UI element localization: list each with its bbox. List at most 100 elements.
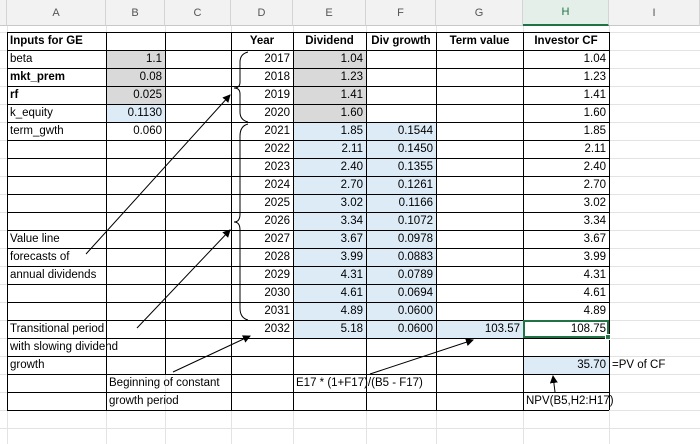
cell-investor-cf[interactable]: 4.61	[583, 287, 606, 299]
column-header-c[interactable]: C	[165, 0, 231, 26]
cell-year[interactable]: 2019	[264, 89, 290, 101]
cell-year[interactable]: 2031	[264, 305, 290, 317]
cell-dividend[interactable]: 3.99	[340, 251, 363, 263]
arrow-beginning-to-2032	[172, 335, 251, 373]
cell-investor-cf[interactable]: 2.70	[583, 179, 606, 191]
select-all-corner[interactable]	[0, 0, 7, 26]
cell-investor-cf[interactable]: 2.40	[583, 161, 606, 173]
term-value-formula: E17 * (1+F17)/(B5 - F17)	[296, 377, 423, 389]
cell-dividend[interactable]: 2.70	[340, 179, 363, 191]
cell-year[interactable]: 2024	[264, 179, 290, 191]
cell-dividend[interactable]: 3.67	[340, 233, 363, 245]
cell-investor-cf[interactable]: 1.85	[583, 125, 606, 137]
cell-dividend[interactable]: 1.23	[340, 71, 363, 83]
arrow-formula-to-term	[369, 338, 474, 375]
cell-div-growth[interactable]: 0.1261	[397, 179, 433, 191]
input-label-k-equity: k_equity	[10, 107, 53, 119]
cell-div-growth[interactable]: 0.0883	[397, 251, 433, 263]
note-beginning-1: Beginning of constant	[109, 377, 220, 389]
cell-div-growth[interactable]: 0.1355	[397, 161, 433, 173]
cell-dividend[interactable]: 3.02	[340, 197, 363, 209]
npv-formula: NPV(B5,H2:H17)	[526, 395, 614, 407]
cell-investor-cf[interactable]: 3.99	[583, 251, 606, 263]
note-value-line-3: annual dividends	[10, 269, 97, 281]
cell-year[interactable]: 2017	[264, 53, 290, 65]
selected-cell-outline[interactable]	[523, 320, 609, 338]
input-label-beta: beta	[10, 53, 33, 65]
column-header-i[interactable]: I	[609, 0, 700, 26]
cell-div-growth[interactable]: 0.1450	[397, 143, 433, 155]
input-value-term-gwth[interactable]: 0.060	[133, 125, 162, 137]
cell-year[interactable]: 2022	[264, 143, 290, 155]
arrow-npv-formula-to-value	[549, 375, 558, 393]
cell-investor-cf[interactable]: 3.02	[583, 197, 606, 209]
inputs-heading: Inputs for GE	[10, 35, 83, 47]
header-year: Year	[249, 35, 275, 47]
cell-investor-cf[interactable]: 4.31	[583, 269, 606, 281]
cell-div-growth[interactable]: 0.0694	[397, 287, 433, 299]
cell-year[interactable]: 2025	[264, 197, 290, 209]
cell-year[interactable]: 2023	[264, 161, 290, 173]
cell-term-value[interactable]: 103.57	[484, 323, 520, 335]
cell-div-growth[interactable]: 0.1544	[397, 125, 433, 137]
cell-dividend[interactable]: 2.11	[341, 143, 363, 155]
cell-year[interactable]: 2021	[264, 125, 290, 137]
cell-dividend[interactable]: 1.41	[340, 89, 363, 101]
input-value-beta[interactable]: 1.1	[146, 53, 162, 65]
cell-investor-cf[interactable]: 4.89	[583, 305, 606, 317]
cell-div-growth[interactable]: 0.1072	[397, 215, 433, 227]
cell-year[interactable]: 2029	[264, 269, 290, 281]
column-header-a[interactable]: A	[7, 0, 106, 26]
cell-investor-cf[interactable]: 1.41	[583, 89, 606, 101]
cell-year[interactable]: 2020	[264, 107, 290, 119]
cell-investor-cf[interactable]: 1.23	[583, 71, 606, 83]
column-header-e[interactable]: E	[293, 0, 366, 26]
cell-investor-cf[interactable]: 108.75	[570, 323, 606, 335]
cell-div-growth[interactable]: 0.0600	[397, 305, 433, 317]
brace-2021-2031	[233, 123, 249, 321]
column-header-b[interactable]: B	[106, 0, 165, 26]
npv-value[interactable]: 35.70	[577, 359, 606, 371]
column-header-g[interactable]: G	[436, 0, 523, 26]
cell-dividend[interactable]: 1.60	[340, 107, 363, 119]
cell-dividend[interactable]: 1.85	[340, 125, 363, 137]
cell-year[interactable]: 2018	[264, 71, 290, 83]
column-header-h[interactable]: H	[523, 0, 609, 26]
cell-div-growth[interactable]: 0.0978	[397, 233, 433, 245]
input-value-rf[interactable]: 0.025	[133, 89, 162, 101]
cell-dividend[interactable]: 2.40	[340, 161, 363, 173]
cell-dividend[interactable]: 4.89	[340, 305, 363, 317]
input-value-k-equity[interactable]: 0.1130	[127, 107, 162, 119]
cell-dividend[interactable]: 1.04	[340, 53, 363, 65]
cell-investor-cf[interactable]: 3.34	[583, 215, 606, 227]
cell-dividend[interactable]: 4.61	[340, 287, 363, 299]
cell-investor-cf[interactable]: 1.04	[583, 53, 606, 65]
cell-div-growth[interactable]: 0.0600	[397, 323, 433, 335]
column-header-d[interactable]: D	[231, 0, 293, 26]
cell-year[interactable]: 2030	[264, 287, 290, 299]
cell-investor-cf[interactable]: 2.11	[584, 143, 606, 155]
cell-div-growth[interactable]: 0.1166	[398, 197, 433, 209]
input-value-mkt-prem[interactable]: 0.08	[139, 71, 162, 83]
note-transitional-1: Transitional period	[10, 323, 105, 335]
cell-dividend[interactable]: 3.34	[340, 215, 363, 227]
cell-dividend[interactable]: 4.31	[340, 269, 363, 281]
blue-fill-npv	[523, 356, 609, 374]
cell-investor-cf[interactable]: 3.67	[583, 233, 606, 245]
cell-dividend[interactable]: 5.18	[340, 323, 363, 335]
cell-year[interactable]: 2026	[264, 215, 290, 227]
cell-div-growth[interactable]: 0.0789	[397, 269, 433, 281]
cell-year[interactable]: 2028	[264, 251, 290, 263]
cell-investor-cf[interactable]: 1.60	[583, 107, 606, 119]
fill-handle[interactable]	[605, 334, 611, 340]
cell-year[interactable]: 2032	[264, 323, 290, 335]
blue-fill-term-value	[436, 320, 523, 338]
column-header-f[interactable]: F	[366, 0, 436, 26]
cell-year[interactable]: 2027	[264, 233, 290, 245]
header-investor-cf: Investor CF	[534, 35, 598, 47]
note-value-line-2: forecasts of	[10, 251, 70, 263]
blue-fill-k-equity	[106, 104, 165, 122]
note-transitional-2: with slowing dividend	[10, 341, 119, 353]
